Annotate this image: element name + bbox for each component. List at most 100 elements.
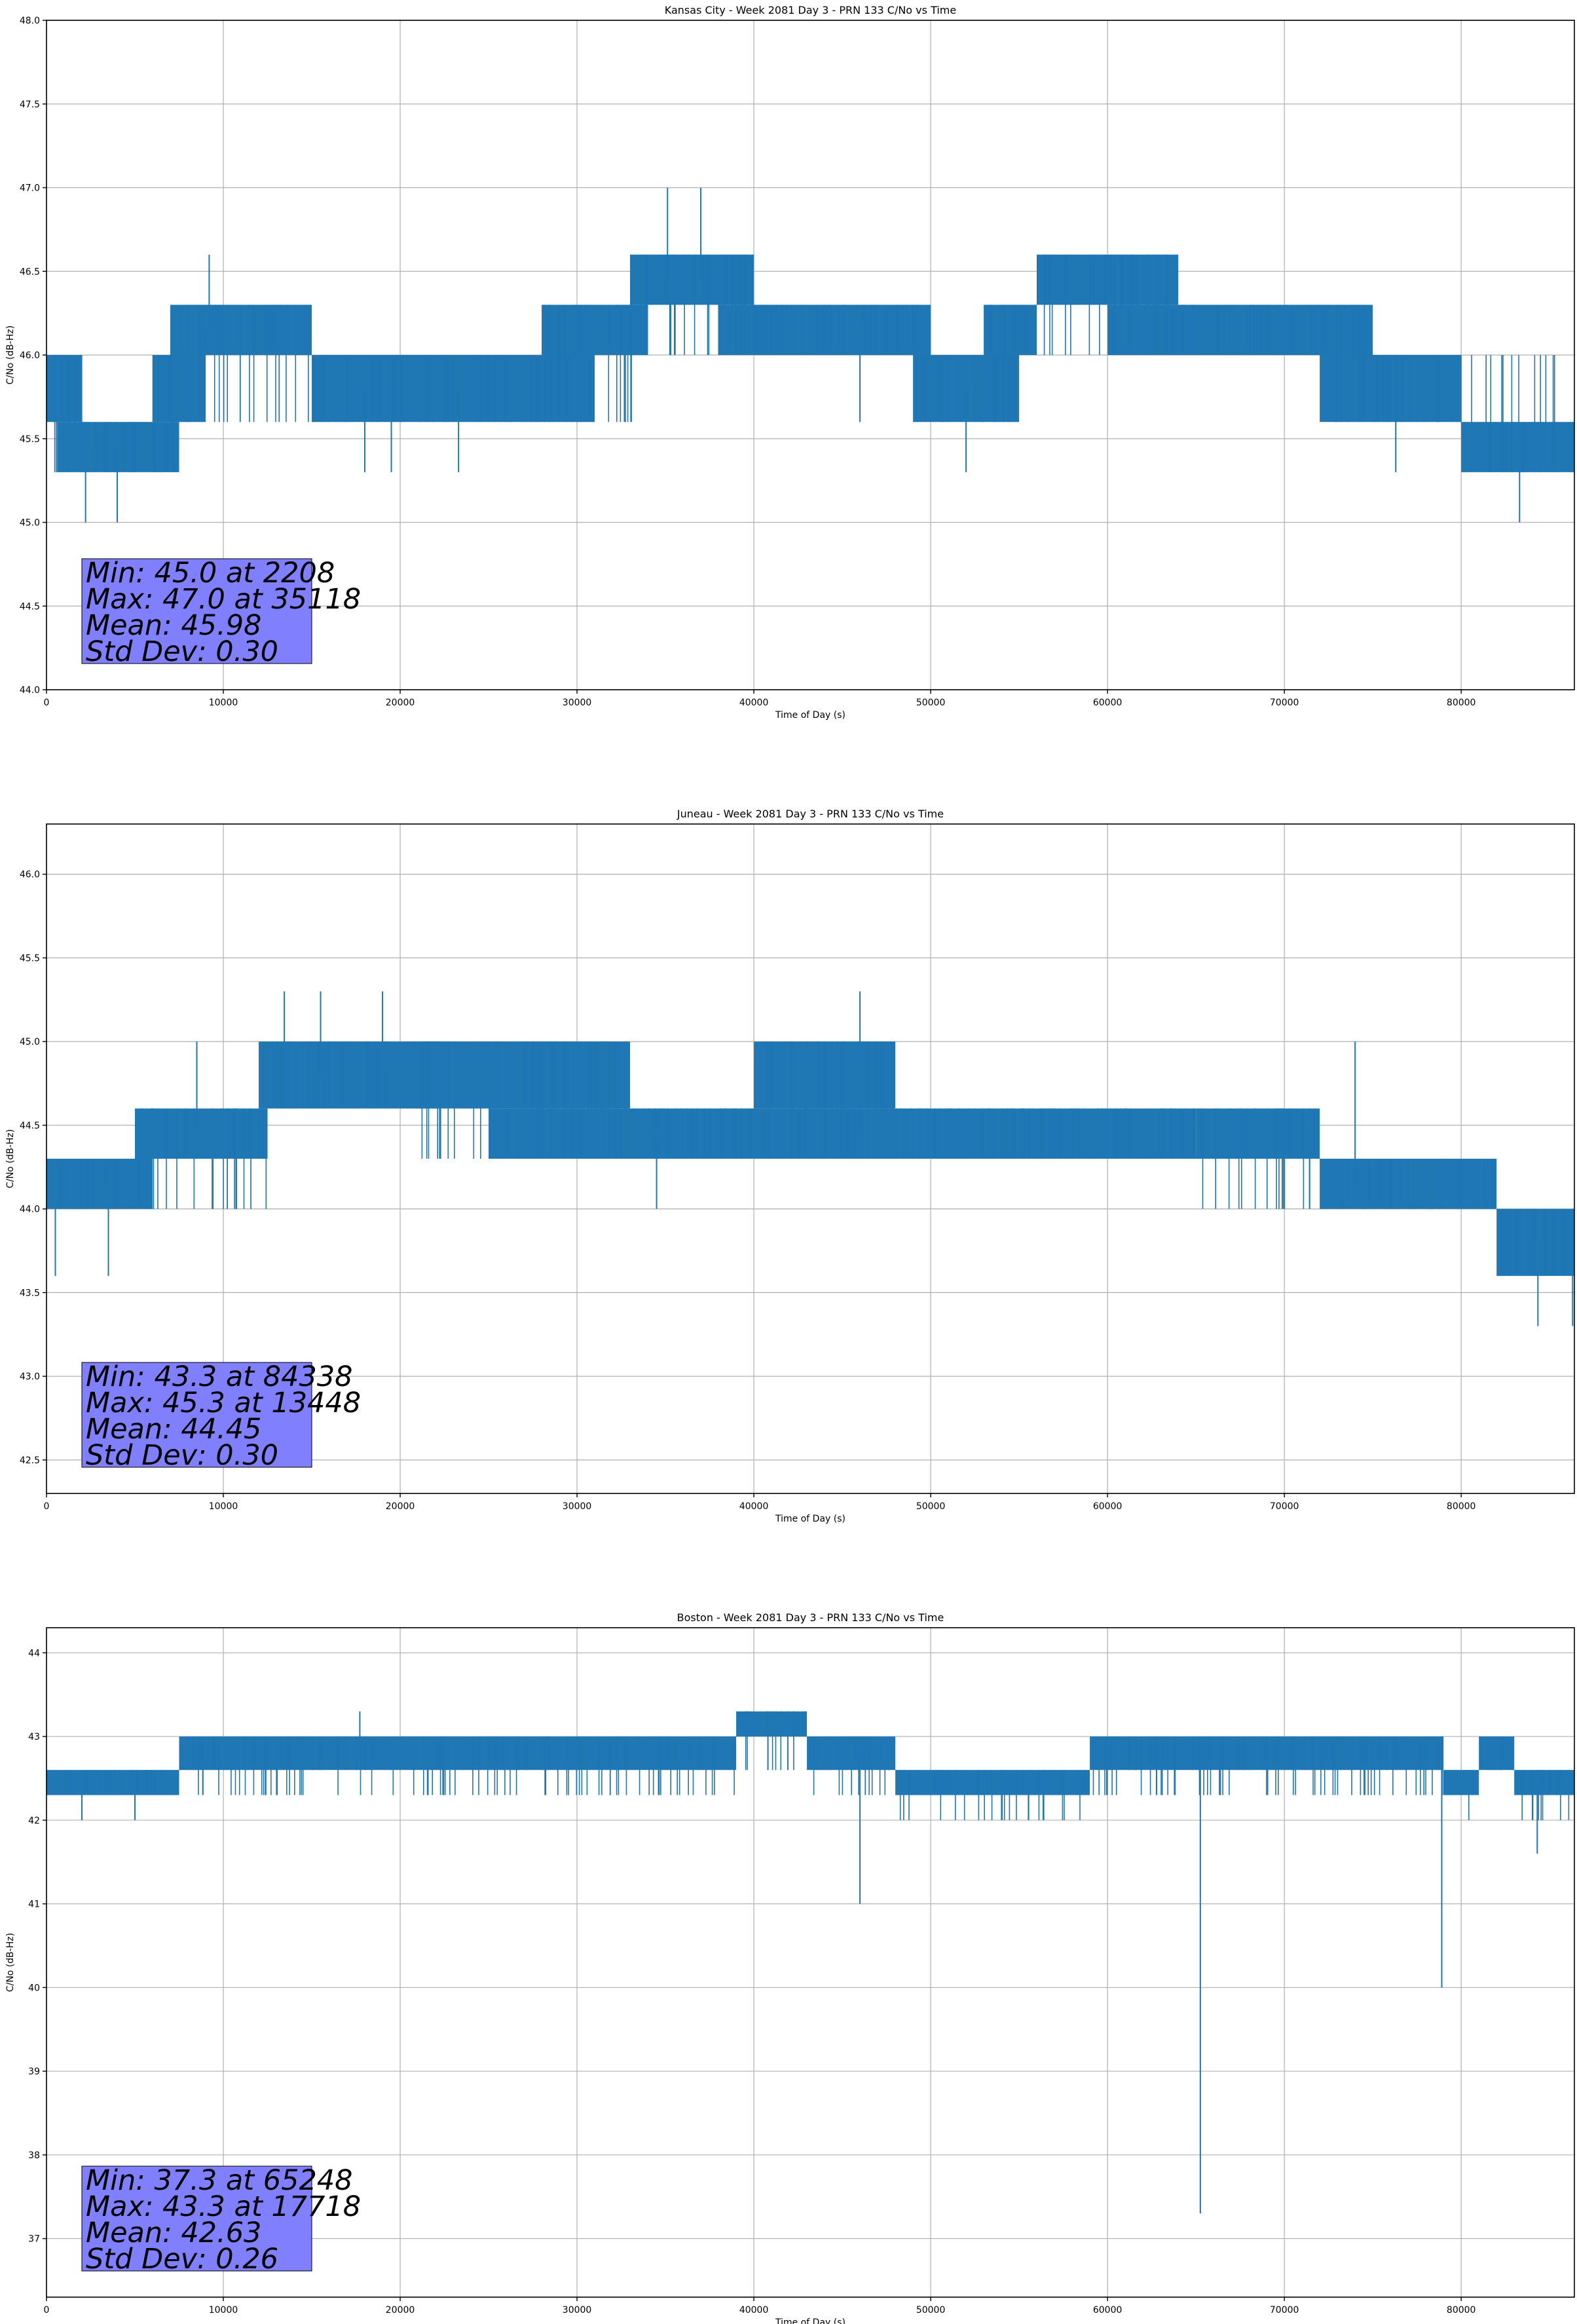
x-tick-label: 0 [44, 698, 50, 708]
y-tick-label: 43.5 [20, 1288, 40, 1298]
stats-line: Std Dev: 0.26 [86, 2243, 278, 2276]
x-tick-label: 80000 [1447, 1501, 1476, 1512]
stats-line: Max: 45.3 at 13448 [86, 1387, 361, 1419]
x-tick-label: 0 [44, 1501, 50, 1512]
x-tick-label: 40000 [739, 1501, 769, 1512]
y-tick-label: 37 [28, 2234, 40, 2245]
series-noise [420, 1041, 626, 1159]
series-band [754, 1041, 896, 1109]
series-noise [1320, 1159, 1496, 1209]
series-band [630, 254, 754, 305]
x-tick-label: 70000 [1270, 698, 1299, 708]
series-noise [57, 422, 177, 472]
y-tick-label: 47.0 [20, 183, 40, 194]
y-tick-label: 45.5 [20, 953, 40, 964]
x-tick-label: 10000 [209, 698, 238, 708]
series-noise [1443, 1770, 1473, 1820]
y-tick-label: 46.0 [20, 870, 40, 880]
stats-line: Min: 37.3 at 65248 [86, 2164, 353, 2197]
series-band [1107, 305, 1373, 355]
series-noise [1107, 305, 1365, 355]
x-axis-label: Time of Day (s) [775, 710, 845, 721]
series-band [46, 355, 83, 422]
series-band [46, 1159, 153, 1209]
series-noise [1497, 1209, 1565, 1276]
y-axis-label: C/No (dB-Hz) [5, 1129, 16, 1188]
stats-line: Min: 45.0 at 2208 [86, 557, 335, 590]
series-noise [766, 1041, 893, 1159]
series-line [46, 991, 1574, 1326]
y-tick-label: 39 [28, 2067, 40, 2077]
series-line [46, 1711, 1574, 2214]
series-band [1037, 254, 1179, 305]
series-noise [140, 1108, 268, 1209]
series-band [1443, 1770, 1479, 1795]
series-noise [914, 355, 1017, 422]
series-band [179, 1736, 737, 1771]
y-tick-label: 42.5 [20, 1455, 40, 1466]
y-axis-label: C/No (dB-Hz) [5, 326, 16, 384]
series-noise [187, 305, 311, 422]
series-band [1320, 355, 1462, 422]
y-tick-label: 46.5 [20, 267, 40, 277]
x-tick-label: 50000 [916, 2305, 946, 2315]
stats-line: Max: 47.0 at 35118 [86, 583, 361, 616]
stats-box [81, 1362, 312, 1468]
series-line [46, 187, 1574, 523]
stats-line: Min: 43.3 at 84338 [86, 1360, 353, 1393]
x-tick-label: 20000 [386, 698, 415, 708]
y-tick-label: 48.0 [20, 16, 40, 26]
y-tick-label: 44 [28, 1648, 40, 1659]
stats-line: Mean: 45.98 [86, 609, 261, 642]
x-tick-label: 30000 [563, 698, 592, 708]
y-tick-label: 44.0 [20, 1205, 40, 1215]
series-band [153, 355, 206, 422]
series-band [1461, 422, 1574, 472]
series-noise [813, 1736, 891, 1795]
series-noise [1514, 1770, 1570, 1820]
x-tick-label: 20000 [386, 1501, 415, 1512]
y-tick-label: 44.0 [20, 685, 40, 696]
series-noise [52, 355, 83, 472]
stats-line: Max: 43.3 at 17718 [86, 2190, 361, 2223]
y-axis-label: C/No (dB-Hz) [5, 1933, 16, 1992]
y-tick-label: 46.0 [20, 350, 40, 361]
series-band [1479, 1736, 1515, 1771]
series-band [57, 422, 179, 472]
series-noise [1327, 355, 1462, 422]
y-tick-label: 43 [28, 1732, 40, 1742]
series-noise [745, 1711, 807, 1771]
series-band [489, 1108, 1197, 1159]
series-noise [152, 355, 196, 422]
y-tick-label: 45.0 [20, 518, 40, 529]
chart-title: Juneau - Week 2081 Day 3 - PRN 133 C/No … [677, 808, 944, 820]
x-tick-label: 70000 [1270, 2305, 1299, 2315]
x-tick-label: 60000 [1093, 698, 1122, 708]
y-tick-label: 44.5 [20, 601, 40, 612]
stats-line: Mean: 42.63 [86, 2217, 261, 2249]
series-noise [1487, 1736, 1513, 1771]
series-band [418, 1041, 631, 1109]
axes-frame [46, 1627, 1575, 2298]
x-tick-label: 50000 [916, 1501, 946, 1512]
x-tick-label: 60000 [1093, 1501, 1122, 1512]
series-noise [312, 355, 593, 422]
x-axis-label: Time of Day (s) [775, 2317, 845, 2324]
x-axis-label: Time of Day (s) [775, 1514, 845, 1524]
y-tick-label: 38 [28, 2150, 40, 2161]
chart-panel-0: 0 10000 20000 30000 40000 50000 60000 70000 8000… [5, 4, 1575, 721]
x-tick-label: 40000 [739, 698, 769, 708]
y-tick-label: 43.0 [20, 1372, 40, 1382]
x-tick-label: 10000 [209, 2305, 238, 2315]
series-noise [48, 1770, 176, 1795]
y-tick-label: 45.0 [20, 1037, 40, 1047]
series-noise [1199, 1108, 1315, 1209]
series-noise [1463, 355, 1574, 472]
series-band [1196, 1108, 1320, 1159]
chart-panel-1: 0 10000 20000 30000 40000 50000 60000 70000 8000… [5, 808, 1575, 1524]
x-tick-label: 80000 [1447, 698, 1476, 708]
series-noise [489, 1108, 1195, 1159]
stats-box [81, 558, 312, 664]
series-band [1496, 1209, 1574, 1276]
